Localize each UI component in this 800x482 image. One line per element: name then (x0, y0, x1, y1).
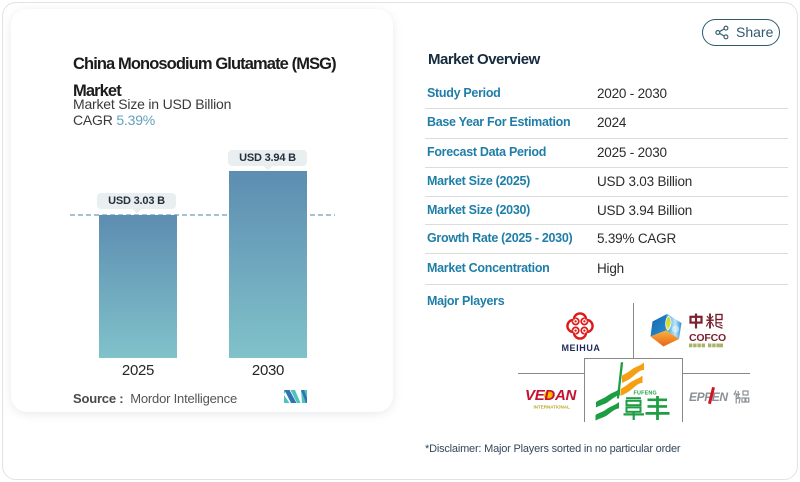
svg-text:FUFENG: FUFENG (634, 391, 657, 397)
